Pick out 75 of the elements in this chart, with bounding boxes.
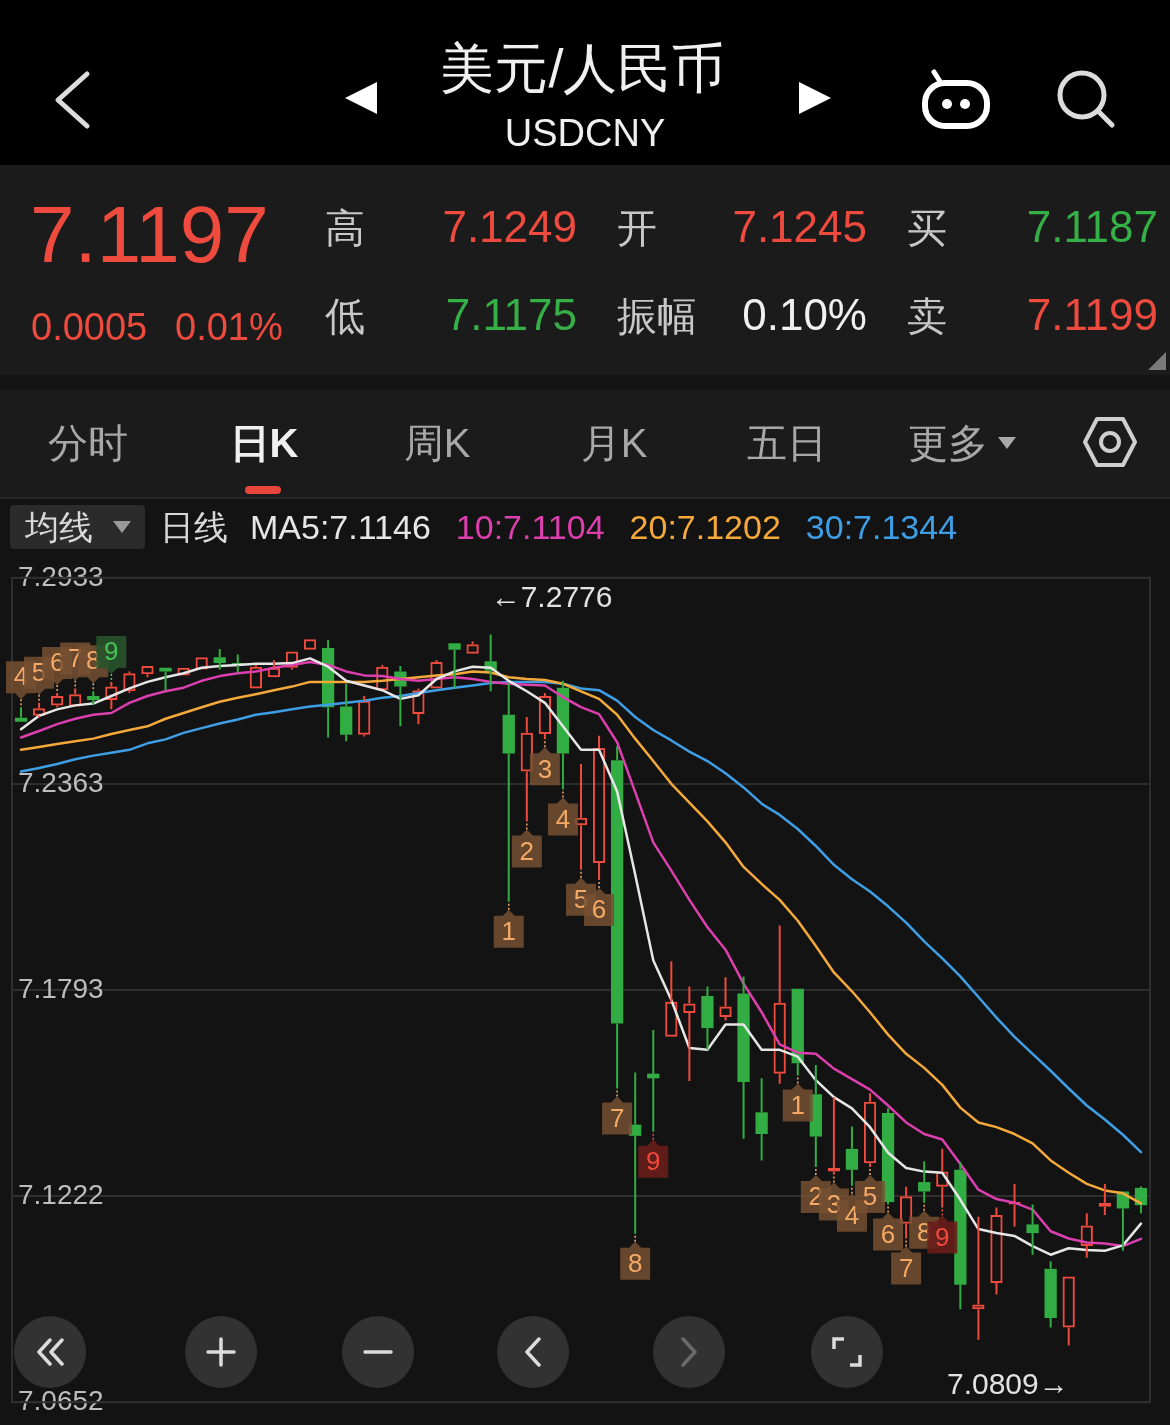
candlestick bbox=[87, 690, 100, 706]
text: 分时 bbox=[48, 420, 128, 466]
text: 9 bbox=[935, 1221, 950, 1252]
candlestick bbox=[448, 643, 461, 690]
text: 7 bbox=[898, 1252, 914, 1283]
text: 30:7.1344 bbox=[805, 507, 958, 547]
text: 1 bbox=[790, 1089, 805, 1120]
text: 3 bbox=[537, 753, 553, 784]
text: 3 bbox=[826, 1188, 842, 1219]
text: 日K bbox=[229, 420, 299, 466]
y-tick-label: 7.1222 bbox=[18, 1178, 104, 1210]
candlestick bbox=[14, 706, 28, 722]
text: 9 bbox=[646, 1146, 661, 1177]
text: 开 bbox=[617, 205, 657, 251]
chart-subtitle: USDCNY bbox=[504, 111, 666, 155]
text: 7.1187 bbox=[1026, 200, 1158, 252]
chart-title: 美元/人民币 bbox=[440, 37, 726, 99]
text: 8 bbox=[86, 645, 101, 676]
text: 振幅 bbox=[617, 293, 697, 339]
text: MA5:7.1146 bbox=[250, 507, 431, 547]
text: 2 bbox=[808, 1181, 824, 1212]
text: 5 bbox=[862, 1181, 878, 1212]
candlestick bbox=[213, 648, 226, 671]
candlestick bbox=[502, 681, 515, 903]
candlestick bbox=[737, 975, 750, 1140]
text: 高 bbox=[325, 205, 365, 251]
candlestick bbox=[610, 745, 624, 1090]
candlestick bbox=[918, 1160, 931, 1204]
candlestick bbox=[791, 988, 804, 1077]
text: 卖 bbox=[907, 293, 947, 339]
text: 6 bbox=[49, 647, 65, 678]
candlestick bbox=[845, 1125, 859, 1187]
text: 均线 bbox=[25, 507, 93, 547]
y-tick-label: 7.0652 bbox=[18, 1384, 104, 1416]
text: 5 bbox=[31, 657, 47, 688]
candlestick bbox=[1044, 1260, 1057, 1329]
text: 0.0005 bbox=[31, 305, 148, 349]
text: 7.1245 bbox=[732, 200, 867, 252]
text: 0.10% bbox=[742, 288, 867, 340]
text: 4 bbox=[13, 661, 29, 692]
text: 7 bbox=[67, 642, 83, 673]
text: 4 bbox=[844, 1199, 860, 1230]
y-tick-label: 7.2363 bbox=[18, 766, 104, 798]
candlestick bbox=[1026, 1203, 1039, 1256]
text: 7.1249 bbox=[442, 200, 577, 252]
text: 4 bbox=[555, 803, 571, 834]
text: 2 bbox=[519, 835, 535, 866]
annotation: 7.0809→ bbox=[946, 1366, 1069, 1400]
text: 6 bbox=[591, 894, 607, 925]
y-tick-label: 7.1793 bbox=[18, 972, 104, 1004]
annotation: ←7.2776 bbox=[490, 579, 613, 613]
text: 7 bbox=[609, 1102, 625, 1133]
text: 低 bbox=[325, 293, 365, 339]
text: 20:7.1202 bbox=[629, 507, 781, 547]
candlestick bbox=[340, 682, 353, 743]
text: 周K bbox=[403, 420, 471, 466]
text: 1 bbox=[501, 915, 516, 946]
text: 7.1197 bbox=[30, 189, 269, 281]
text: 五日 bbox=[747, 420, 827, 466]
text: 0.01% bbox=[175, 305, 283, 349]
text: 9 bbox=[104, 636, 119, 667]
text: 8 bbox=[916, 1216, 932, 1247]
text: 7.1199 bbox=[1026, 288, 1158, 340]
text: 7.1175 bbox=[445, 288, 577, 340]
text: 日线 bbox=[160, 507, 228, 547]
candlestick bbox=[701, 985, 714, 1051]
text: 买 bbox=[907, 205, 947, 251]
candlestick bbox=[755, 1077, 768, 1162]
text: 5 bbox=[573, 884, 589, 914]
text: 月K bbox=[580, 420, 648, 466]
text: 10:7.1104 bbox=[455, 507, 605, 547]
text: 6 bbox=[880, 1218, 896, 1249]
text: 8 bbox=[627, 1247, 643, 1278]
y-tick-label: 7.2933 bbox=[18, 560, 104, 592]
text: 更多 bbox=[908, 420, 988, 466]
